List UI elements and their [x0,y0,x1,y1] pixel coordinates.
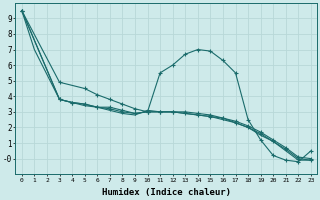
X-axis label: Humidex (Indice chaleur): Humidex (Indice chaleur) [102,188,231,197]
